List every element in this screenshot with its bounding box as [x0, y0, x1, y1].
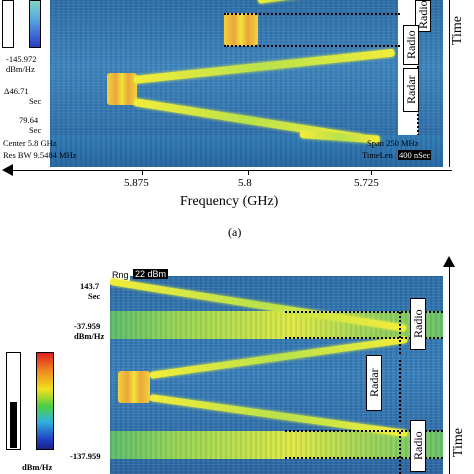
- marker-b-3: [285, 430, 443, 432]
- radio-band-bottom: [110, 431, 443, 459]
- frequency-axis-arrow-icon: [2, 164, 13, 176]
- marker-vertical-b-3: [399, 432, 401, 474]
- radar-signal-block: [107, 73, 137, 105]
- label-radio-b-bottom: Radio: [410, 420, 426, 472]
- color-scale-a: [29, 0, 41, 48]
- scale-min-b: -137.959: [70, 451, 101, 461]
- scale-min-unit-b: dBm/Hz: [22, 462, 53, 472]
- time-unit-b: Sec: [88, 291, 101, 301]
- marker-line-1: [224, 13, 400, 15]
- color-scale-frame-a: [2, 0, 14, 48]
- time-marker-1-unit: Sec: [29, 96, 42, 106]
- x-tick-label-2: 5.8: [238, 177, 252, 189]
- spectrogram-b: [110, 276, 443, 474]
- tick-5725: [371, 170, 372, 175]
- tick-58: [248, 170, 249, 175]
- label-radio-a: Radio: [403, 25, 419, 65]
- label-radar-b: Radar: [366, 355, 382, 411]
- x-tick-label-3: 5.725: [354, 177, 379, 189]
- frequency-axis-line: [12, 170, 452, 171]
- panel-b: Time: [0, 250, 474, 474]
- center-frequency: Center 5.8 GHz: [3, 138, 57, 148]
- time-axis-label-a: Time: [450, 16, 465, 46]
- rng-label: Rng: [112, 270, 129, 280]
- scale-frame-b: [6, 352, 21, 450]
- caption-a: (a): [228, 225, 242, 239]
- panel-a: -145.972 dBm/Hz Δ46.71 Sec 79.64 Sec Cen…: [0, 0, 465, 239]
- res-bw: Res BW 9.5484 MHz: [3, 150, 77, 160]
- radio-signal-block: [224, 13, 258, 46]
- time-axis-arrow-icon: [443, 256, 455, 267]
- time-marker-1: Δ46.71: [4, 86, 29, 96]
- marker-b-1: [285, 311, 443, 313]
- marker-vertical-b-1: [399, 312, 401, 354]
- scale-unit-a: dBm/Hz: [6, 64, 35, 74]
- marker-vertical-b-2: [399, 360, 401, 422]
- timelen-label: TimeLen: [362, 150, 393, 160]
- rng-value: 22 dBm: [133, 269, 169, 279]
- label-radar-a: Radar: [403, 68, 419, 112]
- x-tick-label-1: 5.875: [124, 177, 149, 189]
- scale-min-a: -145.972: [6, 54, 37, 64]
- time-axis-line-b: [449, 266, 450, 474]
- time-marker-2-unit: Sec: [29, 125, 42, 135]
- marker-b-2: [285, 337, 443, 339]
- timelen-value: 400 nSec: [398, 150, 432, 160]
- label-radio-b-top: Radio: [410, 298, 426, 350]
- frequency-axis-title: Frequency (GHz): [180, 194, 279, 209]
- time-axis-line-a: [449, 0, 450, 167]
- radar-sweep-upper: [133, 48, 395, 84]
- radar-sweep-top: [257, 0, 318, 4]
- marker-b-4: [285, 457, 443, 459]
- color-scale-b: [36, 352, 54, 450]
- time-value-b: 143.7: [80, 281, 100, 291]
- scale-max-b: -37.959: [74, 321, 101, 331]
- tick-5875: [142, 170, 143, 175]
- marker-line-2: [224, 45, 400, 47]
- time-marker-2: 79.64: [19, 115, 39, 125]
- time-axis-label-b: Time: [451, 428, 466, 458]
- radar-block-b: [118, 371, 150, 403]
- scale-level-b: [10, 402, 17, 448]
- spectrogram-a: -145.972 dBm/Hz Δ46.71 Sec 79.64 Sec Cen…: [0, 0, 443, 167]
- scale-max-unit-b: dBm/Hz: [74, 331, 105, 341]
- span: Span 250 MHz: [367, 138, 419, 148]
